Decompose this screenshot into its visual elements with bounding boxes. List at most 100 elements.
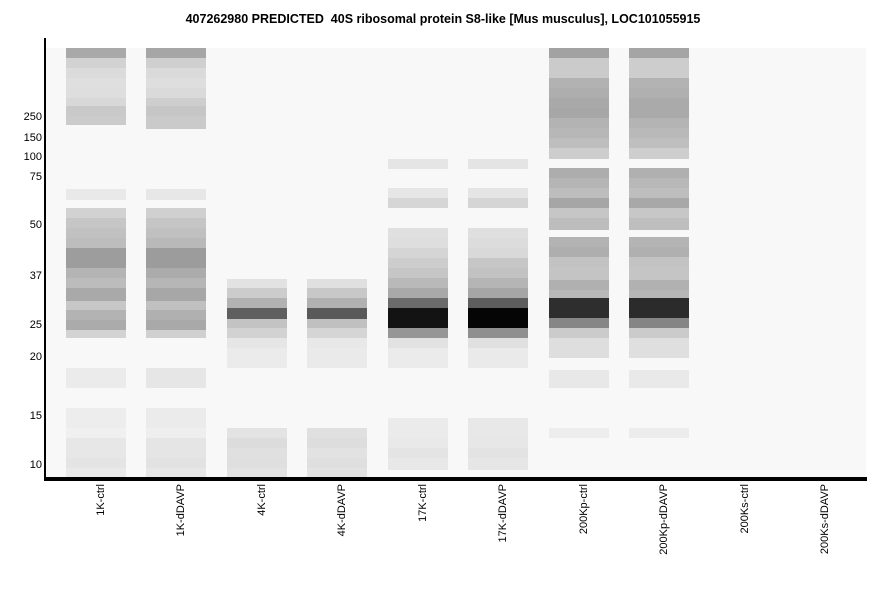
gel-band bbox=[146, 320, 206, 330]
gel-band bbox=[66, 288, 126, 301]
x-tick-label-200Kp-dDAVP: 200Kp-dDAVP bbox=[658, 484, 670, 555]
gel-lane-1K-dDAVP bbox=[146, 48, 206, 477]
gel-band bbox=[388, 438, 448, 448]
gel-band bbox=[629, 148, 689, 159]
gel-band bbox=[468, 348, 528, 368]
gel-band bbox=[388, 328, 448, 338]
gel-band bbox=[146, 438, 206, 458]
gel-band bbox=[468, 418, 528, 438]
gel-band bbox=[66, 310, 126, 320]
gel-band bbox=[146, 189, 206, 200]
gel-band bbox=[66, 218, 126, 228]
gel-lane-1K-ctrl bbox=[66, 48, 126, 477]
chart-title: 407262980 PREDICTED 40S ribosomal protei… bbox=[185, 12, 701, 26]
gel-band bbox=[66, 116, 126, 125]
gel-band bbox=[549, 257, 609, 267]
gel-band bbox=[549, 428, 609, 438]
gel-lane-17K-ctrl bbox=[388, 48, 448, 477]
gel-band bbox=[388, 338, 448, 348]
gel-band bbox=[629, 218, 689, 230]
gel-band bbox=[307, 458, 367, 468]
gel-band bbox=[307, 308, 367, 319]
gel-band bbox=[307, 288, 367, 298]
gel-band bbox=[146, 208, 206, 218]
y-tick-label-75: 75 bbox=[29, 171, 42, 183]
gel-band bbox=[468, 238, 528, 248]
y-tick-label-150: 150 bbox=[23, 132, 42, 144]
gel-band bbox=[629, 128, 689, 138]
gel-band bbox=[66, 468, 126, 477]
gel-band bbox=[146, 330, 206, 338]
gel-band bbox=[66, 68, 126, 78]
gel-band bbox=[468, 298, 528, 308]
gel-band bbox=[549, 178, 609, 188]
gel-band bbox=[66, 301, 126, 310]
gel-band bbox=[549, 78, 609, 88]
gel-lane-200Ks-ctrl bbox=[710, 48, 770, 477]
gel-band bbox=[146, 98, 206, 106]
gel-band bbox=[66, 268, 126, 278]
gel-band bbox=[307, 448, 367, 458]
gel-band bbox=[468, 288, 528, 298]
gel-band bbox=[66, 278, 126, 288]
gel-band bbox=[468, 159, 528, 169]
gel-band bbox=[468, 308, 528, 328]
x-tick-label-17K-ctrl: 17K-ctrl bbox=[417, 484, 429, 522]
gel-band bbox=[468, 338, 528, 348]
gel-band bbox=[629, 428, 689, 438]
gel-band bbox=[66, 330, 126, 338]
gel-band bbox=[66, 98, 126, 106]
gel-band bbox=[227, 308, 287, 319]
gel-band bbox=[227, 338, 287, 348]
gel-band bbox=[549, 48, 609, 58]
gel-band bbox=[468, 198, 528, 208]
gel-band bbox=[629, 247, 689, 257]
y-tick-label-50: 50 bbox=[29, 219, 42, 231]
gel-band bbox=[227, 458, 287, 468]
gel-band bbox=[549, 58, 609, 78]
y-tick-label-250: 250 bbox=[23, 111, 42, 123]
gel-band bbox=[549, 338, 609, 358]
gel-band bbox=[388, 188, 448, 198]
gel-band bbox=[66, 438, 126, 458]
gel-band bbox=[629, 237, 689, 247]
gel-band bbox=[468, 248, 528, 258]
gel-band bbox=[549, 148, 609, 159]
gel-band bbox=[146, 228, 206, 238]
gel-band bbox=[307, 438, 367, 448]
gel-band bbox=[468, 258, 528, 268]
gel-band bbox=[227, 288, 287, 298]
x-tick-label-4K-ctrl: 4K-ctrl bbox=[256, 484, 268, 516]
gel-band bbox=[146, 468, 206, 477]
gel-band bbox=[66, 58, 126, 68]
gel-lane-4K-ctrl bbox=[227, 48, 287, 477]
gel-band bbox=[66, 320, 126, 330]
gel-band bbox=[146, 458, 206, 468]
gel-band bbox=[146, 68, 206, 78]
gel-band bbox=[629, 78, 689, 88]
x-tick-label-1K-ctrl: 1K-ctrl bbox=[95, 484, 107, 516]
gel-band bbox=[388, 288, 448, 298]
gel-band bbox=[468, 438, 528, 448]
gel-band bbox=[146, 278, 206, 288]
gel-band bbox=[549, 237, 609, 247]
gel-band bbox=[549, 218, 609, 230]
gel-band bbox=[549, 298, 609, 318]
gel-band bbox=[388, 348, 448, 368]
gel-band bbox=[468, 188, 528, 198]
gel-band bbox=[468, 328, 528, 338]
gel-band bbox=[227, 328, 287, 338]
gel-band bbox=[66, 88, 126, 98]
x-tick-label-200Kp-ctrl: 200Kp-ctrl bbox=[578, 484, 590, 535]
gel-band bbox=[227, 319, 287, 328]
gel-lane-17K-dDAVP bbox=[468, 48, 528, 477]
gel-band bbox=[307, 279, 367, 288]
gel-band bbox=[549, 280, 609, 290]
gel-band bbox=[388, 228, 448, 238]
gel-band bbox=[468, 228, 528, 238]
gel-band bbox=[629, 48, 689, 58]
gel-band bbox=[66, 428, 126, 438]
gel-band bbox=[549, 138, 609, 148]
gel-lane-200Kp-dDAVP bbox=[629, 48, 689, 477]
